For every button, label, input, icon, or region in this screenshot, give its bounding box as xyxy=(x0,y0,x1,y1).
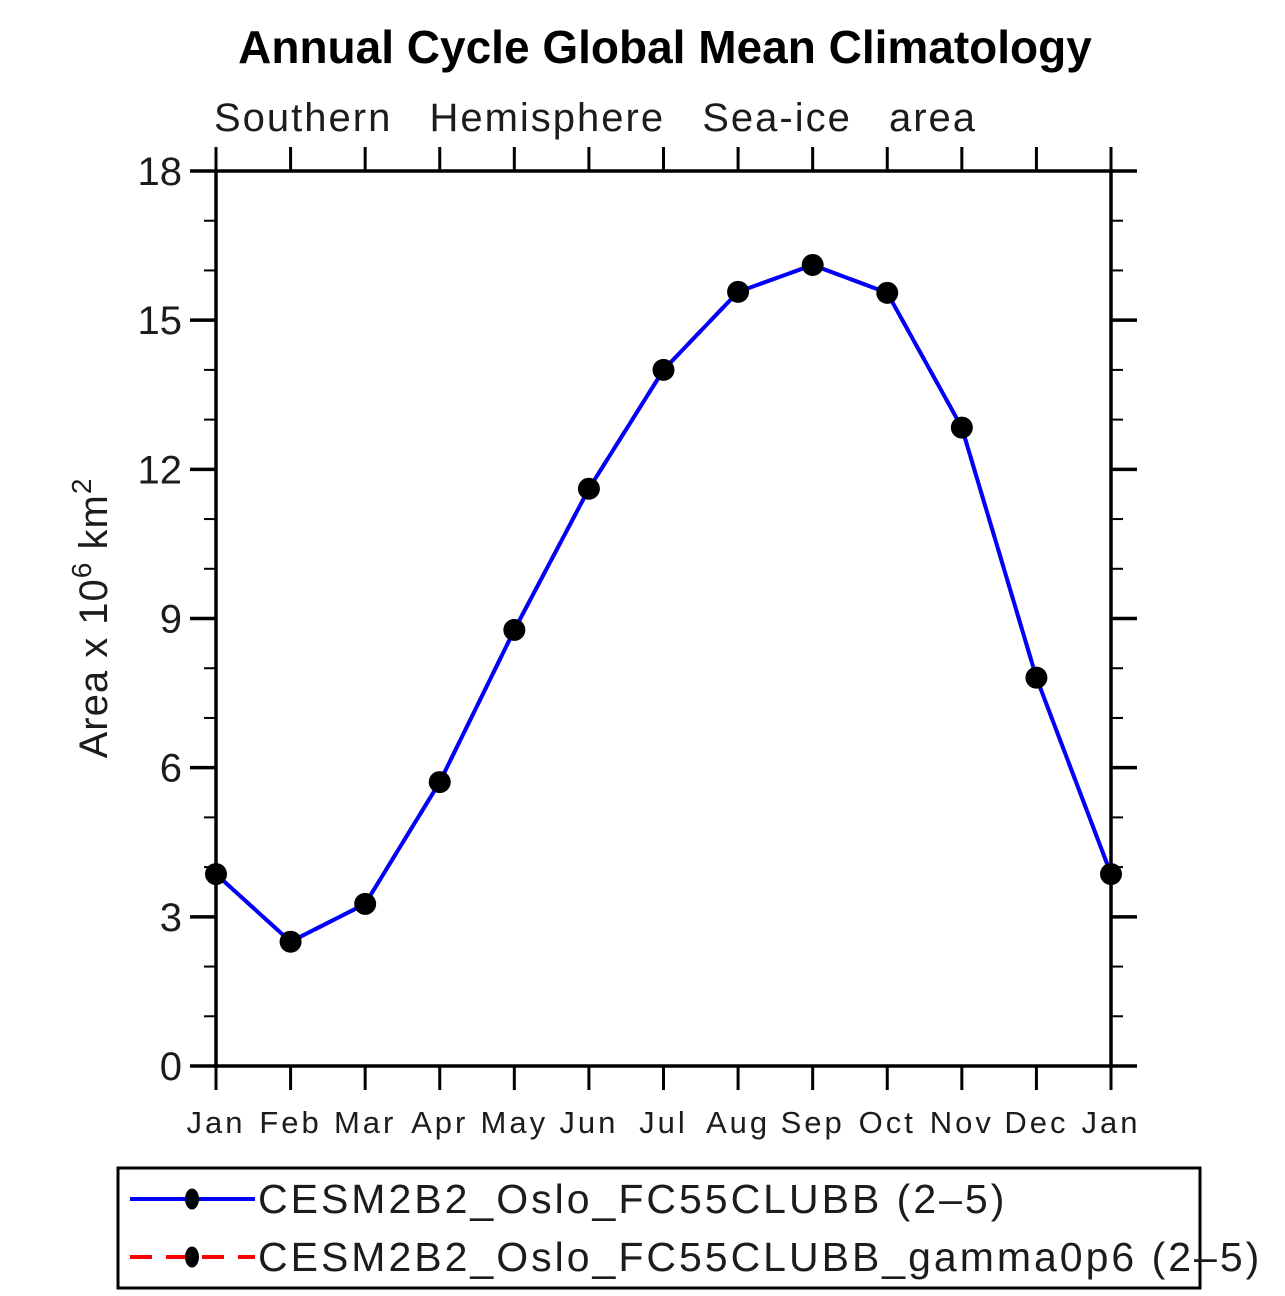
legend-marker-dot-1 xyxy=(185,1188,199,1210)
x-tick-label: Jan xyxy=(187,1105,246,1140)
data-point-marker xyxy=(428,771,451,794)
data-point-marker xyxy=(727,280,750,303)
legend-entry-2: CESM2B2_Oslo_FC55CLUBB_gamma0p6 (2–5) xyxy=(130,1234,1262,1280)
x-tick-label: Feb xyxy=(259,1105,321,1140)
x-tick-label: Sep xyxy=(781,1105,845,1140)
legend-label-1: CESM2B2_Oslo_FC55CLUBB (2–5) xyxy=(258,1176,1007,1222)
y-tick-label: 6 xyxy=(160,747,182,791)
data-point-marker xyxy=(577,477,600,500)
y-tick-label: 18 xyxy=(138,150,183,194)
x-tick-label: May xyxy=(481,1105,549,1140)
y-tick-label: 12 xyxy=(138,448,183,492)
y-axis-label: Area x 106 km2 xyxy=(66,478,116,759)
x-tick-label: Dec xyxy=(1004,1105,1068,1140)
y-tick-label: 3 xyxy=(160,896,182,940)
data-point-marker xyxy=(876,281,899,304)
x-tick-label: Jul xyxy=(639,1105,688,1140)
x-tick-label: Nov xyxy=(930,1105,994,1140)
legend-box: CESM2B2_Oslo_FC55CLUBB (2–5) CESM2B2_Osl… xyxy=(116,1166,1262,1290)
legend-label-2: CESM2B2_Oslo_FC55CLUBB_gamma0p6 (2–5) xyxy=(258,1234,1262,1280)
legend-entry-1: CESM2B2_Oslo_FC55CLUBB (2–5) xyxy=(130,1176,1007,1222)
y-tick-label: 15 xyxy=(138,299,183,343)
x-tick-label: Mar xyxy=(334,1105,396,1140)
chart-title: Annual Cycle Global Mean Climatology xyxy=(238,21,1092,73)
x-tick-label: Oct xyxy=(859,1105,916,1140)
y-tick-label: 0 xyxy=(160,1045,182,1089)
data-point-marker xyxy=(503,618,526,641)
data-point-marker xyxy=(354,892,377,915)
plot-frame xyxy=(214,169,1113,1068)
data-point-marker xyxy=(801,253,824,276)
data-point-marker xyxy=(652,358,675,381)
x-tick-label: Apr xyxy=(411,1105,468,1140)
legend-marker-dot-2 xyxy=(185,1246,199,1268)
y-tick-label: 9 xyxy=(160,598,182,642)
data-point-marker xyxy=(205,863,227,886)
data-point-marker xyxy=(279,930,302,953)
x-tick-label: Jan xyxy=(1082,1105,1141,1140)
data-series-layer xyxy=(205,253,1122,953)
x-tick-label: Jun xyxy=(559,1105,618,1140)
data-point-marker xyxy=(950,416,973,439)
legend-border xyxy=(116,1166,1202,1290)
data-point-marker xyxy=(1025,666,1048,689)
data-point-marker xyxy=(1100,863,1122,886)
axis-layer: Jan Feb Mar Apr May Jun Jul Aug Sep Oct Nov Dec Jan0… xyxy=(138,147,1141,1140)
x-tick-label: Aug xyxy=(706,1105,770,1140)
chart-subtitle: Southern Hemisphere Sea-ice area xyxy=(214,96,977,140)
